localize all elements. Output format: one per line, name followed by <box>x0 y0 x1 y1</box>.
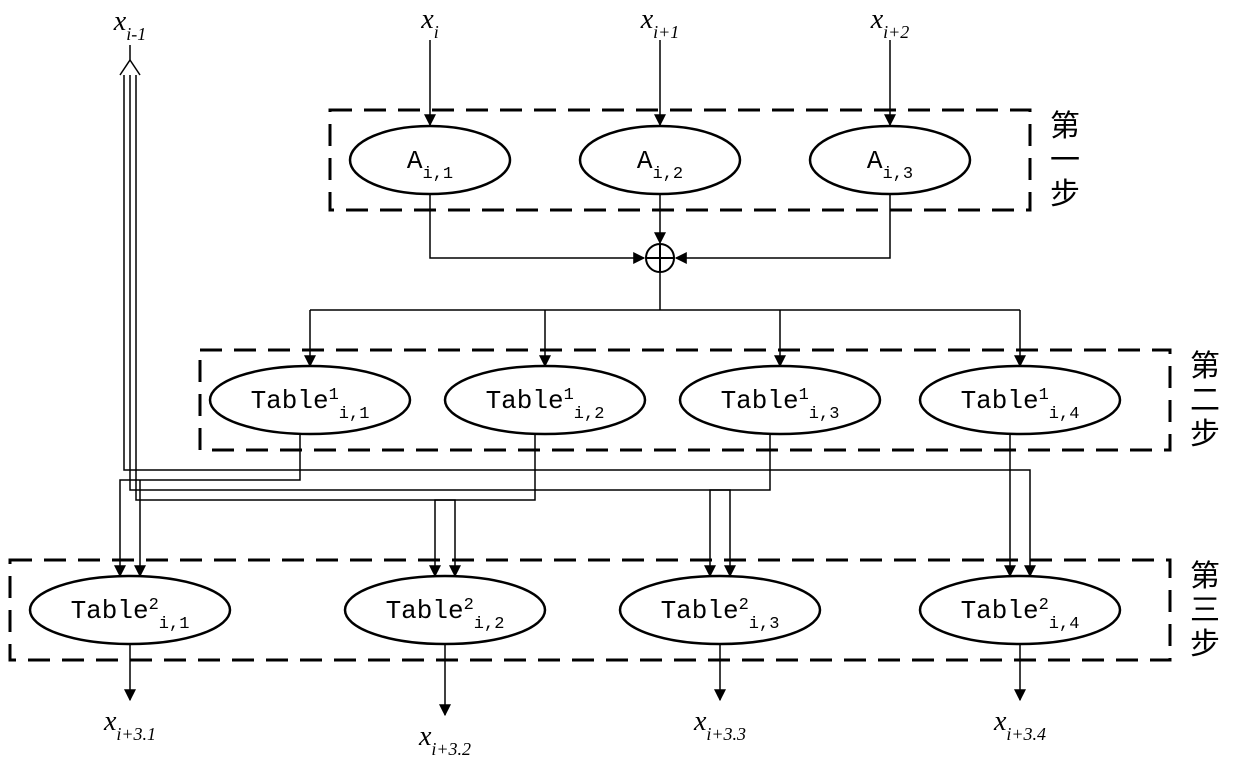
output-label: xi+3.2 <box>418 721 471 758</box>
step-label: 一 <box>1050 144 1080 177</box>
step-label: 步 <box>1190 628 1220 661</box>
step-label: 第 <box>1190 350 1220 383</box>
output-label: xi+3.1 <box>103 706 156 744</box>
edge-T1-T2 <box>710 434 770 576</box>
edge-A-xor <box>430 194 644 258</box>
input-label: xi+2 <box>870 4 910 42</box>
node-A2 <box>580 126 740 194</box>
edge-T1-T2 <box>120 434 300 576</box>
input-label: xi <box>420 4 438 42</box>
edge-A-xor <box>676 194 890 258</box>
node-A3 <box>810 126 970 194</box>
step-label: 步 <box>1050 178 1080 211</box>
output-label: xi+3.3 <box>693 706 746 744</box>
input-label: xi-1 <box>113 6 146 44</box>
node-A1 <box>350 126 510 194</box>
input-label: xi+1 <box>640 4 680 42</box>
edge-T1-T2 <box>435 434 535 576</box>
step-label: 三 <box>1190 594 1220 627</box>
diagram-canvas: 第一步第二步第三步Ai,1Ai,2Ai,3Table1i,1Table1i,2T… <box>0 0 1240 758</box>
step-label: 二 <box>1190 384 1220 417</box>
step-label: 第 <box>1050 110 1080 143</box>
step-label: 步 <box>1190 418 1220 451</box>
step-label: 第 <box>1190 560 1220 593</box>
output-label: xi+3.4 <box>993 706 1046 744</box>
